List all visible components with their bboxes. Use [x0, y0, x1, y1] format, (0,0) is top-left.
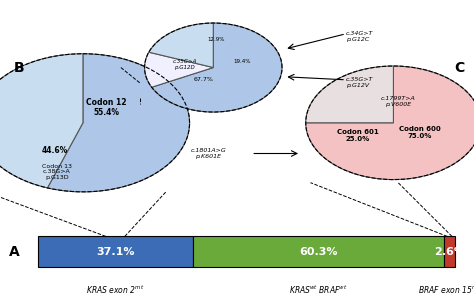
Wedge shape	[0, 54, 83, 188]
Wedge shape	[306, 66, 474, 180]
Text: c.34G>T
p.G12C: c.34G>T p.G12C	[346, 31, 374, 42]
Text: Codon 13
c.38G>A
p.G13D: Codon 13 c.38G>A p.G13D	[42, 164, 72, 180]
Wedge shape	[145, 52, 213, 87]
Wedge shape	[152, 23, 282, 112]
Text: c.35G>A
p.G12D: c.35G>A p.G12D	[173, 59, 197, 70]
Text: 44.6%: 44.6%	[41, 146, 68, 155]
Text: KRAS exon 2$^{mt}$: KRAS exon 2$^{mt}$	[86, 284, 145, 296]
Text: 67.7%: 67.7%	[194, 77, 214, 82]
FancyBboxPatch shape	[192, 236, 444, 267]
Text: 60.3%: 60.3%	[299, 247, 337, 257]
Text: 2.6%: 2.6%	[434, 247, 465, 257]
Text: c.35G>T
p.G12V: c.35G>T p.G12V	[346, 77, 374, 88]
Text: 19.4%: 19.4%	[233, 59, 250, 64]
Text: A: A	[9, 245, 19, 259]
Text: c.1801A>G
p.K601E: c.1801A>G p.K601E	[191, 148, 227, 159]
Text: Codon 600
75.0%: Codon 600 75.0%	[399, 126, 440, 138]
Wedge shape	[306, 66, 393, 123]
Wedge shape	[47, 54, 190, 192]
Text: 12.9%: 12.9%	[207, 37, 224, 42]
FancyBboxPatch shape	[38, 236, 192, 267]
Text: B: B	[14, 60, 24, 75]
Text: BRAF exon 15$^{mt}$: BRAF exon 15$^{mt}$	[418, 284, 474, 296]
Text: 37.1%: 37.1%	[96, 247, 135, 257]
Text: c.1799T>A
p.V600E: c.1799T>A p.V600E	[381, 96, 416, 107]
Text: Codon 12
55.4%: Codon 12 55.4%	[86, 98, 127, 117]
Text: Codon 601
25.0%: Codon 601 25.0%	[337, 129, 379, 142]
Text: KRAS$^{wt}$ BRAF$^{wt}$: KRAS$^{wt}$ BRAF$^{wt}$	[289, 284, 347, 296]
FancyBboxPatch shape	[444, 236, 455, 267]
Text: C: C	[455, 60, 465, 75]
Wedge shape	[149, 23, 213, 68]
